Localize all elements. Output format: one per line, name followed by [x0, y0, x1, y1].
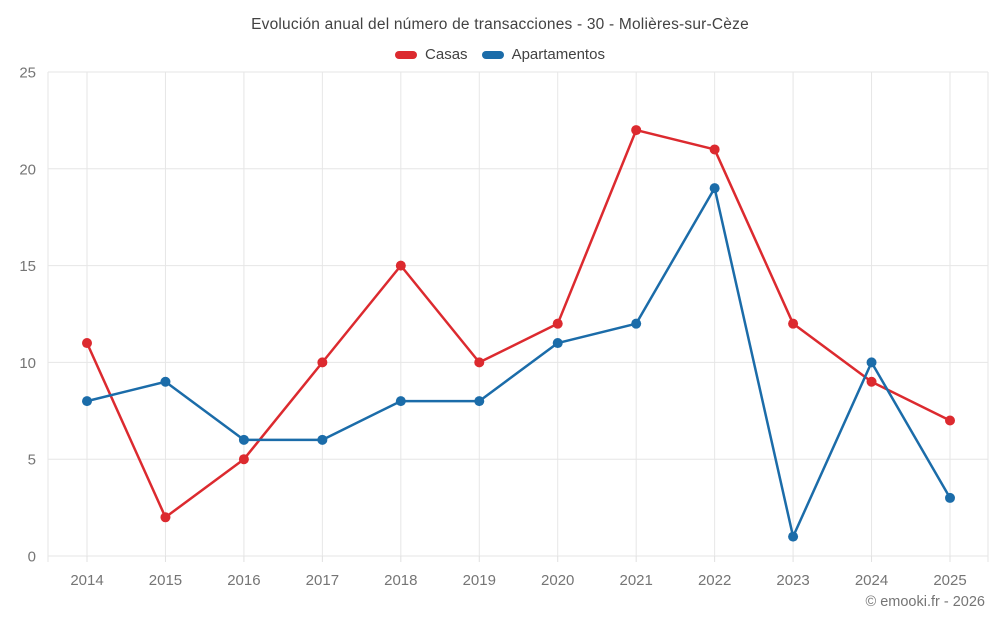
x-axis-tick-label: 2021	[619, 572, 652, 589]
data-point-casas-2016[interactable]	[238, 454, 249, 465]
data-point-casas-2019[interactable]	[474, 357, 485, 368]
apartamentos-legend-swatch-icon	[481, 50, 504, 59]
y-axis-tick-label: 0	[28, 549, 36, 566]
x-axis-tick-label: 2017	[306, 572, 339, 589]
data-point-apartamentos-2018[interactable]	[395, 396, 406, 407]
data-point-casas-2021[interactable]	[631, 125, 642, 136]
data-point-casas-2018[interactable]	[395, 260, 406, 271]
x-axis-tick-label: 2025	[933, 572, 966, 589]
apartamentos-legend-label: Apartamentos	[511, 46, 605, 63]
x-axis-tick-label: 2015	[149, 572, 182, 589]
casas-legend-swatch-icon	[395, 50, 418, 59]
data-point-apartamentos-2015[interactable]	[160, 376, 171, 387]
footer-credit: © emooki.fr - 2026	[865, 594, 985, 610]
chart-title: Evolución anual del número de transaccio…	[251, 16, 749, 33]
data-point-apartamentos-2016[interactable]	[238, 434, 249, 445]
x-axis-tick-label: 2020	[541, 572, 574, 589]
chart-legend: Casas Apartamentos	[0, 46, 1000, 63]
x-axis-tick-label: 2024	[855, 572, 888, 589]
y-axis-tick-label: 25	[19, 65, 36, 82]
x-axis-tick-label: 2022	[698, 572, 731, 589]
y-axis-tick-label: 10	[19, 355, 36, 372]
y-axis-tick-label: 15	[19, 258, 36, 275]
data-point-apartamentos-2017[interactable]	[317, 434, 328, 445]
x-axis-tick-label: 2014	[70, 572, 103, 589]
y-axis-tick-label: 5	[28, 452, 36, 469]
x-axis-tick-label: 2023	[776, 572, 809, 589]
legend-item-apartamentos[interactable]: Apartamentos	[481, 46, 605, 63]
legend-item-casas[interactable]: Casas	[395, 46, 468, 63]
data-point-apartamentos-2024[interactable]	[866, 357, 877, 368]
data-point-casas-2025[interactable]	[945, 415, 955, 426]
data-point-casas-2020[interactable]	[552, 318, 563, 329]
data-point-casas-2014[interactable]	[82, 338, 92, 349]
series-line-apartamentos	[85, 186, 952, 538]
data-point-apartamentos-2020[interactable]	[552, 338, 563, 349]
data-point-casas-2023[interactable]	[788, 318, 799, 329]
data-point-apartamentos-2022[interactable]	[709, 183, 720, 194]
data-point-apartamentos-2025[interactable]	[945, 492, 955, 503]
series-line-casas	[85, 128, 952, 519]
data-point-casas-2017[interactable]	[317, 357, 328, 368]
data-point-apartamentos-2021[interactable]	[631, 318, 642, 329]
casas-legend-label: Casas	[425, 46, 468, 63]
data-point-apartamentos-2019[interactable]	[474, 396, 485, 407]
y-axis-tick-label: 20	[19, 161, 36, 178]
data-point-casas-2022[interactable]	[709, 144, 720, 155]
data-point-apartamentos-2023[interactable]	[788, 531, 799, 542]
data-point-casas-2015[interactable]	[160, 512, 171, 523]
data-point-casas-2024[interactable]	[866, 376, 877, 387]
x-axis-tick-label: 2016	[227, 572, 260, 589]
x-axis-tick-label: 2018	[384, 572, 417, 589]
x-axis-tick-label: 2019	[463, 572, 496, 589]
data-point-apartamentos-2014[interactable]	[82, 396, 92, 407]
